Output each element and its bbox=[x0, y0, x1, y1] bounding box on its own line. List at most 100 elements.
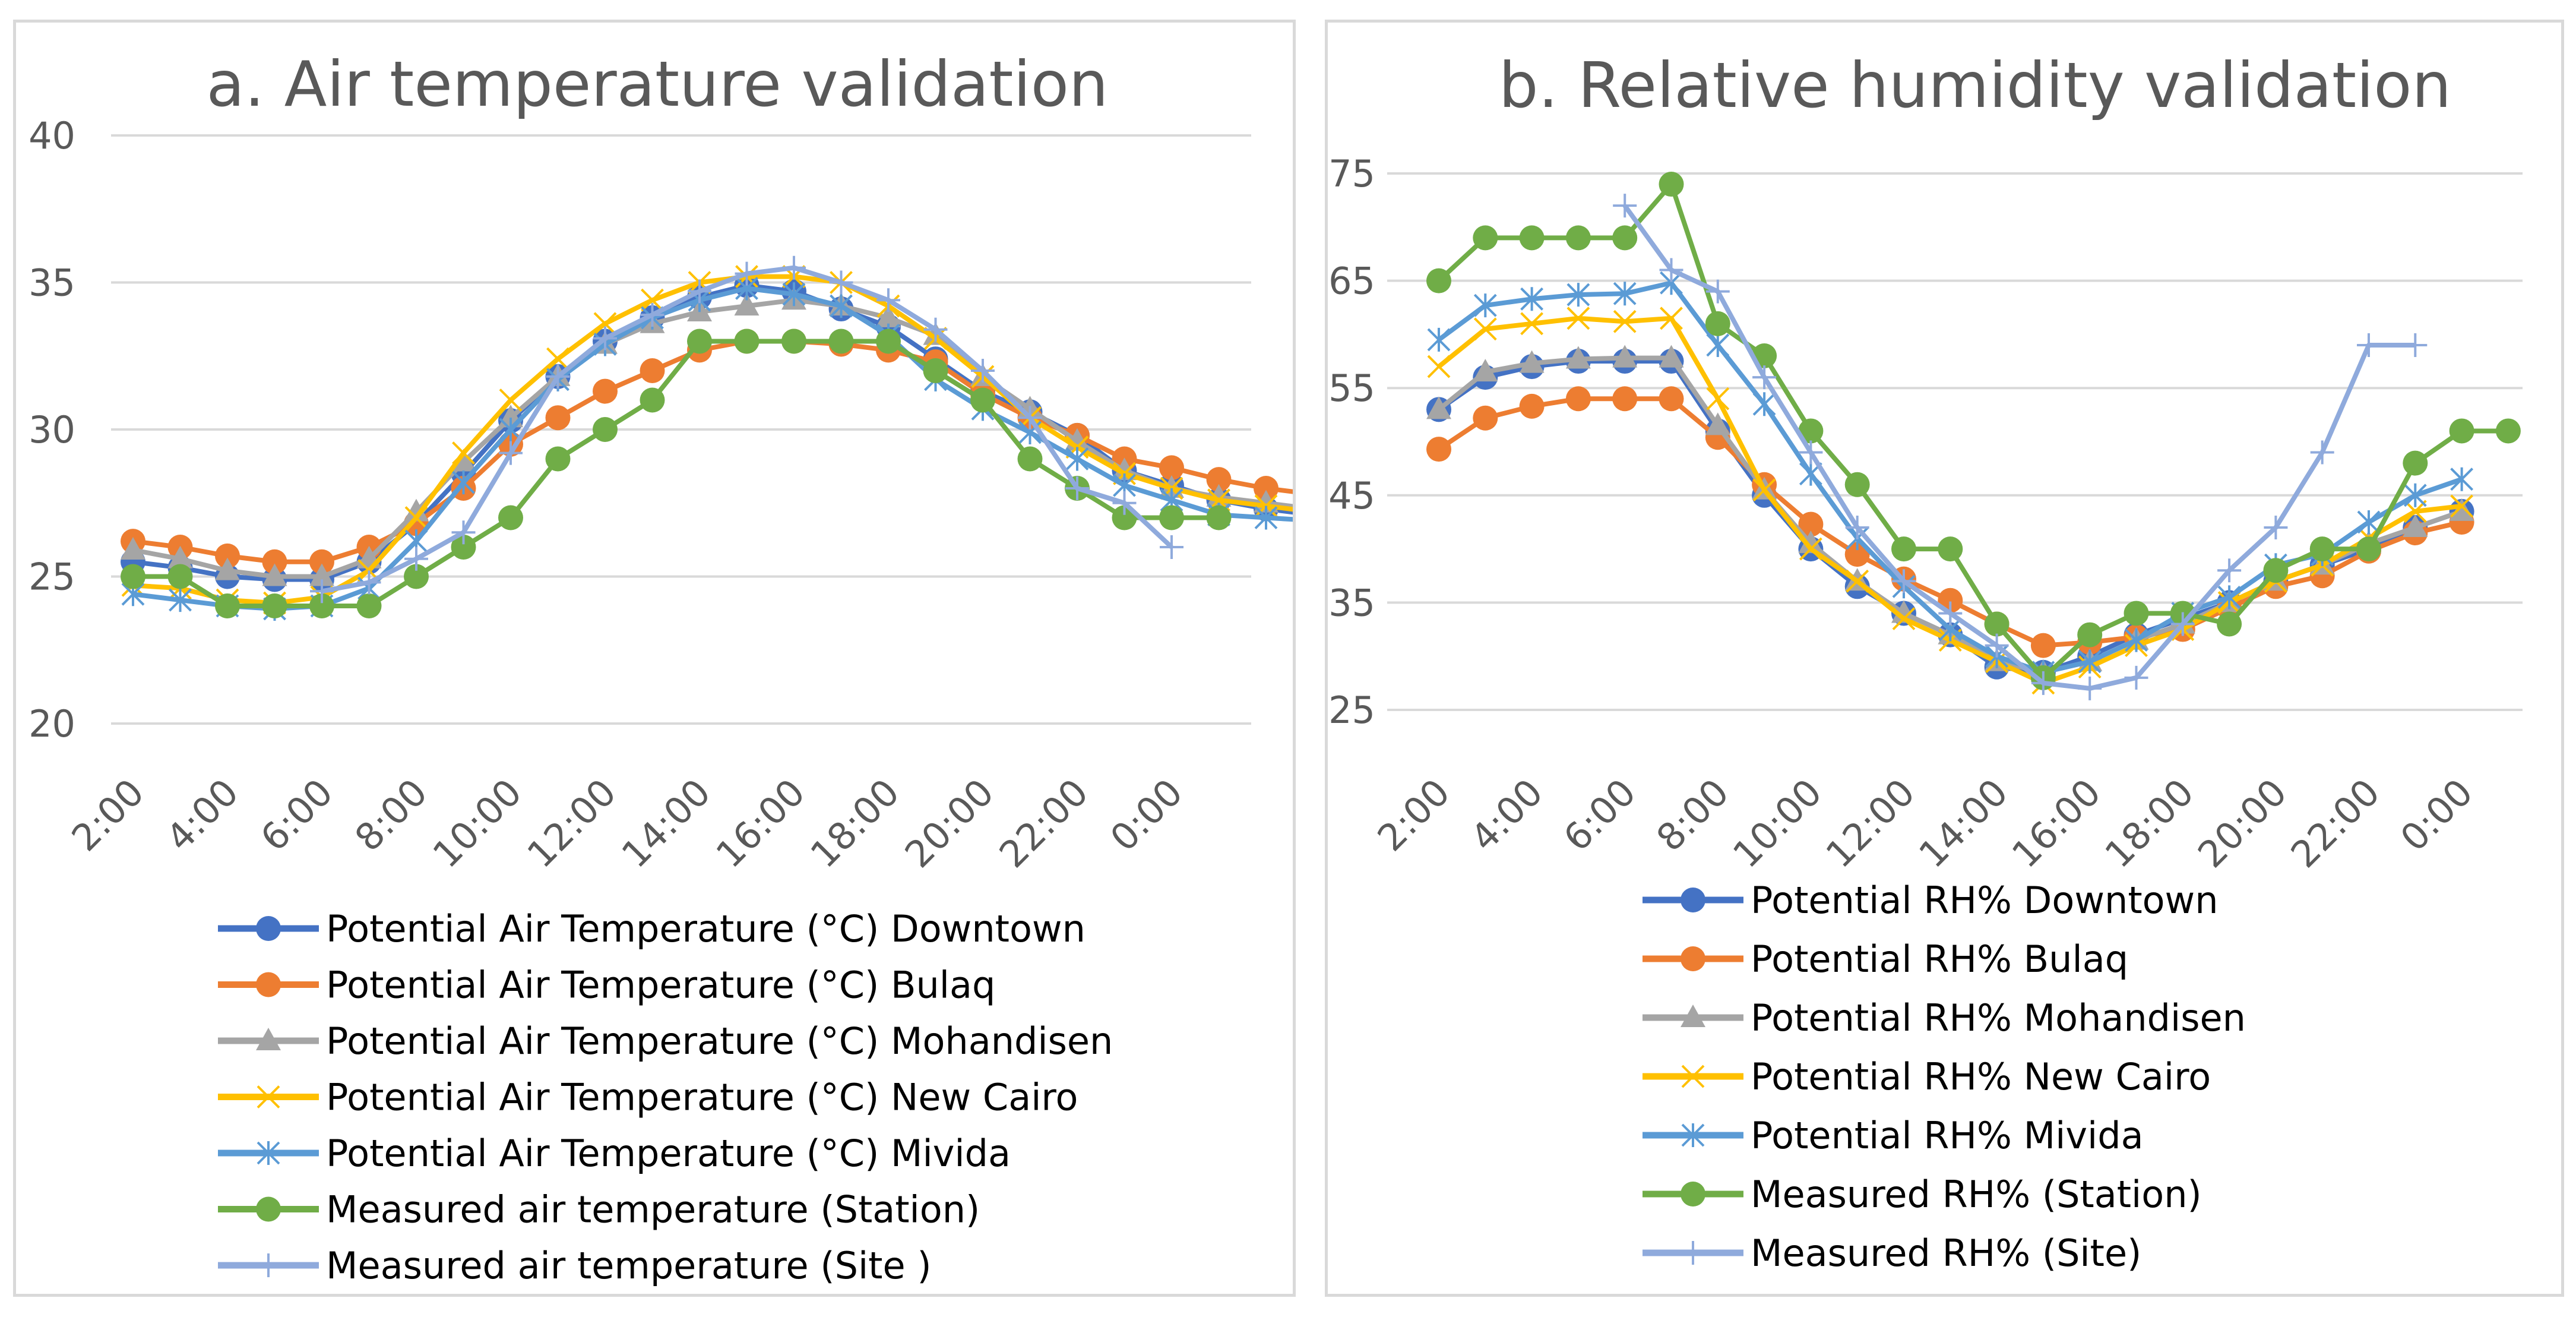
legend-item: Measured air temperature (Site ) bbox=[218, 1244, 932, 1287]
data-point bbox=[1567, 307, 1590, 330]
y-tick-label: 20 bbox=[29, 702, 75, 746]
data-point bbox=[1799, 537, 1822, 561]
series-line bbox=[133, 339, 1219, 608]
x-tick-label: 8:00 bbox=[1648, 770, 1737, 860]
data-point bbox=[829, 270, 853, 295]
data-point bbox=[121, 536, 145, 560]
data-point bbox=[1660, 307, 1683, 330]
data-point bbox=[1159, 505, 1184, 530]
data-point bbox=[735, 261, 759, 286]
data-point bbox=[1613, 282, 1637, 306]
relative-humidity-chart-panel: b. Relative humidity validation 75 65 55 45 3… bbox=[1325, 20, 2564, 1297]
data-point bbox=[1798, 511, 1824, 537]
data-point bbox=[309, 549, 334, 574]
data-point bbox=[876, 329, 901, 354]
data-point bbox=[215, 557, 240, 580]
data-point bbox=[1705, 311, 1730, 336]
chart-title: b. Relative humidity validation bbox=[1499, 49, 2451, 122]
legend-swatch-marker bbox=[1681, 1123, 1705, 1147]
data-point bbox=[1473, 317, 1497, 341]
legend-item: Potential RH% Mohandisen bbox=[1643, 996, 2246, 1040]
data-point bbox=[2263, 558, 2289, 583]
x-tick-label: 6:00 bbox=[252, 770, 341, 860]
data-point bbox=[546, 364, 570, 389]
legend-item: Potential Air Temperature (°C) Downtown bbox=[218, 907, 1086, 950]
data-point bbox=[1844, 472, 1870, 497]
data-point bbox=[2449, 498, 2474, 521]
data-point bbox=[2217, 611, 2242, 637]
series-measured-air-temperature-site bbox=[310, 255, 1183, 604]
data-point bbox=[1427, 327, 1451, 352]
legend-swatch-marker bbox=[256, 1028, 281, 1050]
legend-swatch-marker bbox=[256, 916, 281, 941]
data-point bbox=[215, 593, 240, 618]
data-point bbox=[1065, 447, 1089, 471]
data-point bbox=[2217, 585, 2241, 609]
data-point bbox=[357, 570, 381, 595]
legend-label: Potential Air Temperature (°C) Mohandise… bbox=[326, 1019, 1113, 1063]
data-point bbox=[545, 405, 571, 431]
legend-label: Potential RH% Bulaq bbox=[1751, 937, 2128, 981]
y-tick-label: 75 bbox=[1328, 152, 1375, 195]
y-tick-label: 25 bbox=[1328, 688, 1375, 732]
legend-item: Potential Air Temperature (°C) Mohandise… bbox=[218, 1019, 1113, 1063]
data-point bbox=[2124, 665, 2148, 690]
data-point bbox=[1938, 536, 1963, 562]
data-point bbox=[498, 505, 523, 530]
data-point bbox=[2403, 500, 2427, 523]
data-point bbox=[167, 545, 193, 569]
data-point bbox=[2310, 440, 2334, 465]
relative-humidity-chart: b. Relative humidity validation 75 65 55 45 3… bbox=[1328, 49, 2523, 1275]
data-point bbox=[1519, 350, 1545, 373]
legend-swatch-marker bbox=[256, 1196, 281, 1222]
data-point bbox=[1846, 569, 1869, 593]
data-point bbox=[734, 293, 759, 316]
data-point bbox=[1473, 225, 1498, 251]
data-point bbox=[1892, 607, 1916, 630]
data-point bbox=[1065, 476, 1089, 500]
data-point bbox=[262, 593, 287, 618]
air-temperature-chart-panel: a. Air temperature validation 40 35 30 25 20 2… bbox=[13, 20, 1296, 1297]
data-point bbox=[1520, 312, 1544, 336]
data-point bbox=[1984, 611, 2009, 637]
data-point bbox=[1565, 386, 1591, 412]
data-point bbox=[499, 418, 523, 441]
data-point bbox=[499, 389, 523, 412]
data-point bbox=[1659, 258, 1683, 282]
data-point bbox=[1845, 515, 1869, 539]
data-point bbox=[1985, 633, 2009, 658]
data-point bbox=[593, 312, 617, 336]
data-point bbox=[2403, 483, 2427, 507]
data-point bbox=[1520, 287, 1544, 311]
data-point bbox=[2264, 515, 2288, 539]
x-tick-label: 2:00 bbox=[64, 770, 153, 860]
air-temperature-chart: a. Air temperature validation 40 35 30 25 20 2… bbox=[29, 48, 1293, 1287]
data-point bbox=[2078, 649, 2102, 674]
data-point bbox=[1112, 491, 1137, 515]
legend-swatch-marker bbox=[1681, 888, 1705, 912]
data-point bbox=[1567, 283, 1590, 307]
data-point bbox=[830, 294, 853, 318]
data-point bbox=[2217, 558, 2242, 583]
data-point bbox=[782, 255, 806, 280]
data-point bbox=[641, 288, 664, 312]
data-point bbox=[2403, 450, 2428, 476]
y-tick-label: 30 bbox=[29, 408, 75, 451]
data-point bbox=[828, 329, 854, 354]
legend-label: Potential Air Temperature (°C) Mivida bbox=[326, 1132, 1011, 1175]
data-point bbox=[876, 288, 900, 312]
series-measured-rh-site bbox=[1613, 194, 2428, 700]
data-point bbox=[1891, 600, 1916, 623]
data-point bbox=[1018, 406, 1042, 430]
data-point bbox=[404, 564, 429, 589]
data-point bbox=[404, 498, 429, 522]
data-point bbox=[2030, 633, 2056, 658]
x-tick-label: 10:00 bbox=[425, 770, 530, 876]
data-point bbox=[1705, 412, 1730, 435]
data-point bbox=[2124, 601, 2149, 626]
x-tick-label: 14:00 bbox=[1910, 770, 2016, 876]
data-point bbox=[169, 588, 192, 612]
x-tick-label: 12:00 bbox=[519, 770, 625, 876]
data-point bbox=[593, 378, 618, 404]
legend-swatch-marker bbox=[257, 1253, 280, 1277]
